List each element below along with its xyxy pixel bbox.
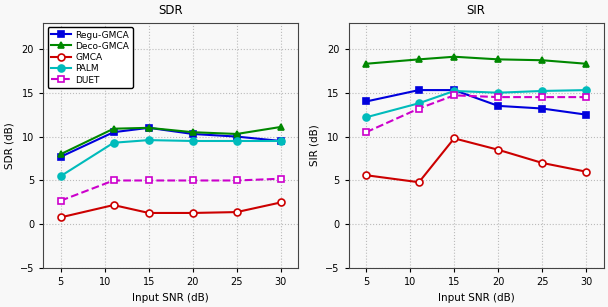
PALM — [57, 174, 64, 178]
Title: SIR: SIR — [467, 4, 486, 17]
GMCA — [233, 210, 240, 214]
DUET — [189, 179, 196, 182]
PALM — [233, 139, 240, 143]
GMCA — [57, 216, 64, 219]
Line: Regu-GMCA: Regu-GMCA — [57, 124, 285, 160]
Title: SDR: SDR — [159, 4, 183, 17]
Line: PALM: PALM — [57, 137, 285, 180]
DUET — [145, 179, 153, 182]
GMCA — [110, 203, 117, 207]
Regu-GMCA — [110, 130, 117, 134]
GMCA — [145, 211, 153, 215]
GMCA — [189, 211, 196, 215]
Deco-GMCA — [145, 126, 153, 130]
DUET — [233, 179, 240, 182]
X-axis label: Input SNR (dB): Input SNR (dB) — [438, 293, 514, 303]
Y-axis label: SIR (dB): SIR (dB) — [309, 125, 320, 166]
Line: Deco-GMCA: Deco-GMCA — [57, 123, 285, 157]
Line: DUET: DUET — [57, 175, 285, 204]
Deco-GMCA — [233, 132, 240, 136]
Deco-GMCA — [277, 125, 285, 129]
PALM — [277, 139, 285, 143]
Y-axis label: SDR (dB): SDR (dB) — [4, 122, 14, 169]
Regu-GMCA — [189, 132, 196, 136]
Regu-GMCA — [233, 135, 240, 138]
Deco-GMCA — [57, 152, 64, 156]
X-axis label: Input SNR (dB): Input SNR (dB) — [133, 293, 209, 303]
PALM — [110, 141, 117, 145]
Regu-GMCA — [145, 126, 153, 130]
PALM — [189, 139, 196, 143]
Regu-GMCA — [57, 155, 64, 159]
DUET — [57, 199, 64, 203]
Regu-GMCA — [277, 139, 285, 143]
GMCA — [277, 200, 285, 204]
DUET — [277, 177, 285, 181]
Legend: Regu-GMCA, Deco-GMCA, GMCA, PALM, DUET: Regu-GMCA, Deco-GMCA, GMCA, PALM, DUET — [47, 27, 133, 88]
PALM — [145, 138, 153, 142]
Deco-GMCA — [110, 127, 117, 130]
Deco-GMCA — [189, 130, 196, 134]
DUET — [110, 179, 117, 182]
Line: GMCA: GMCA — [57, 199, 285, 221]
